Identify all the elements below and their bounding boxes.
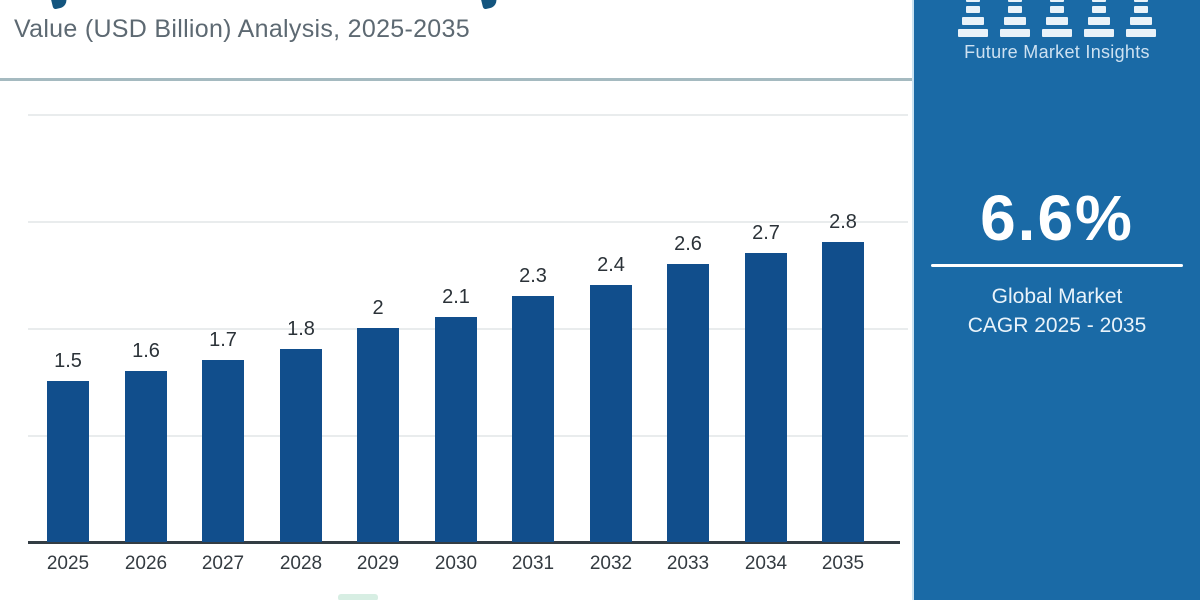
- x-tick-label: 2027: [201, 553, 245, 574]
- bar: [280, 349, 322, 542]
- gridline: [28, 114, 908, 116]
- logo-pillar: [1042, 0, 1072, 37]
- x-tick-label: 2030: [434, 553, 478, 574]
- x-tick-label: 2029: [356, 553, 400, 574]
- bar-value-label: 2.1: [442, 286, 470, 308]
- bar: [435, 317, 477, 542]
- bar-value-label: 1.5: [54, 350, 82, 372]
- sidebar: Future Market Insights 6.6% Global Marke…: [912, 0, 1200, 600]
- bar: [667, 264, 709, 542]
- bar-value-label: 1.6: [132, 340, 160, 362]
- bar: [745, 253, 787, 542]
- x-tick-label: 2031: [511, 553, 555, 574]
- bar: [357, 328, 399, 542]
- x-axis-line: [28, 541, 900, 544]
- cagr-block: 6.6% Global Market CAGR 2025 - 2035: [914, 186, 1200, 340]
- cropped-title-letter-descender: [480, 0, 499, 10]
- logo-pillar: [1126, 0, 1156, 37]
- bar-value-label: 2.7: [752, 222, 780, 244]
- chart-panel: 1.5 2025 1.6 2026 1.7 2027 1.8 2028 2 2029 2.1 2030…: [0, 78, 912, 600]
- bar: [125, 371, 167, 542]
- bar-value-label: 2.8: [829, 211, 857, 233]
- bar-value-label: 2: [372, 297, 384, 319]
- chart-subtitle: Value (USD Billion) Analysis, 2025-2035: [14, 15, 470, 43]
- bar: [47, 381, 89, 542]
- bar: [590, 285, 632, 542]
- cropped-bottom-artifact: [338, 594, 378, 600]
- bar: [202, 360, 244, 542]
- cagr-label-line2: CAGR 2025 - 2035: [967, 314, 1147, 337]
- x-tick-label: 2026: [124, 553, 168, 574]
- cagr-label: Global Market CAGR 2025 - 2035: [914, 282, 1200, 340]
- x-tick-label: 2034: [744, 553, 788, 574]
- bar-value-label: 1.7: [209, 329, 237, 351]
- x-tick-label: 2028: [279, 553, 323, 574]
- gridline: [28, 221, 908, 223]
- x-tick-label: 2032: [589, 553, 633, 574]
- x-tick-label: 2035: [821, 553, 865, 574]
- x-tick-label: 2025: [46, 553, 90, 574]
- cagr-label-line1: Global Market: [991, 285, 1123, 308]
- logo-pillar: [958, 0, 988, 37]
- logo-pillar: [1084, 0, 1114, 37]
- bar-value-label: 1.8: [287, 318, 315, 340]
- bar-value-label: 2.4: [597, 254, 625, 276]
- cagr-divider: [931, 264, 1183, 267]
- bar: [512, 296, 554, 542]
- bar-chart-pillars-icon: [914, 0, 1200, 37]
- x-tick-label: 2033: [666, 553, 710, 574]
- panel-top-border: [0, 78, 912, 81]
- cropped-title-letter-descender: [50, 0, 69, 10]
- bar: [822, 242, 864, 542]
- logo-pillar: [1000, 0, 1030, 37]
- bar-value-label: 2.3: [519, 265, 547, 287]
- cagr-value: 6.6%: [980, 182, 1134, 254]
- logo-text: Future Market Insights: [964, 42, 1150, 62]
- fmi-logo: Future Market Insights: [914, 0, 1200, 63]
- bar-value-label: 2.6: [674, 233, 702, 255]
